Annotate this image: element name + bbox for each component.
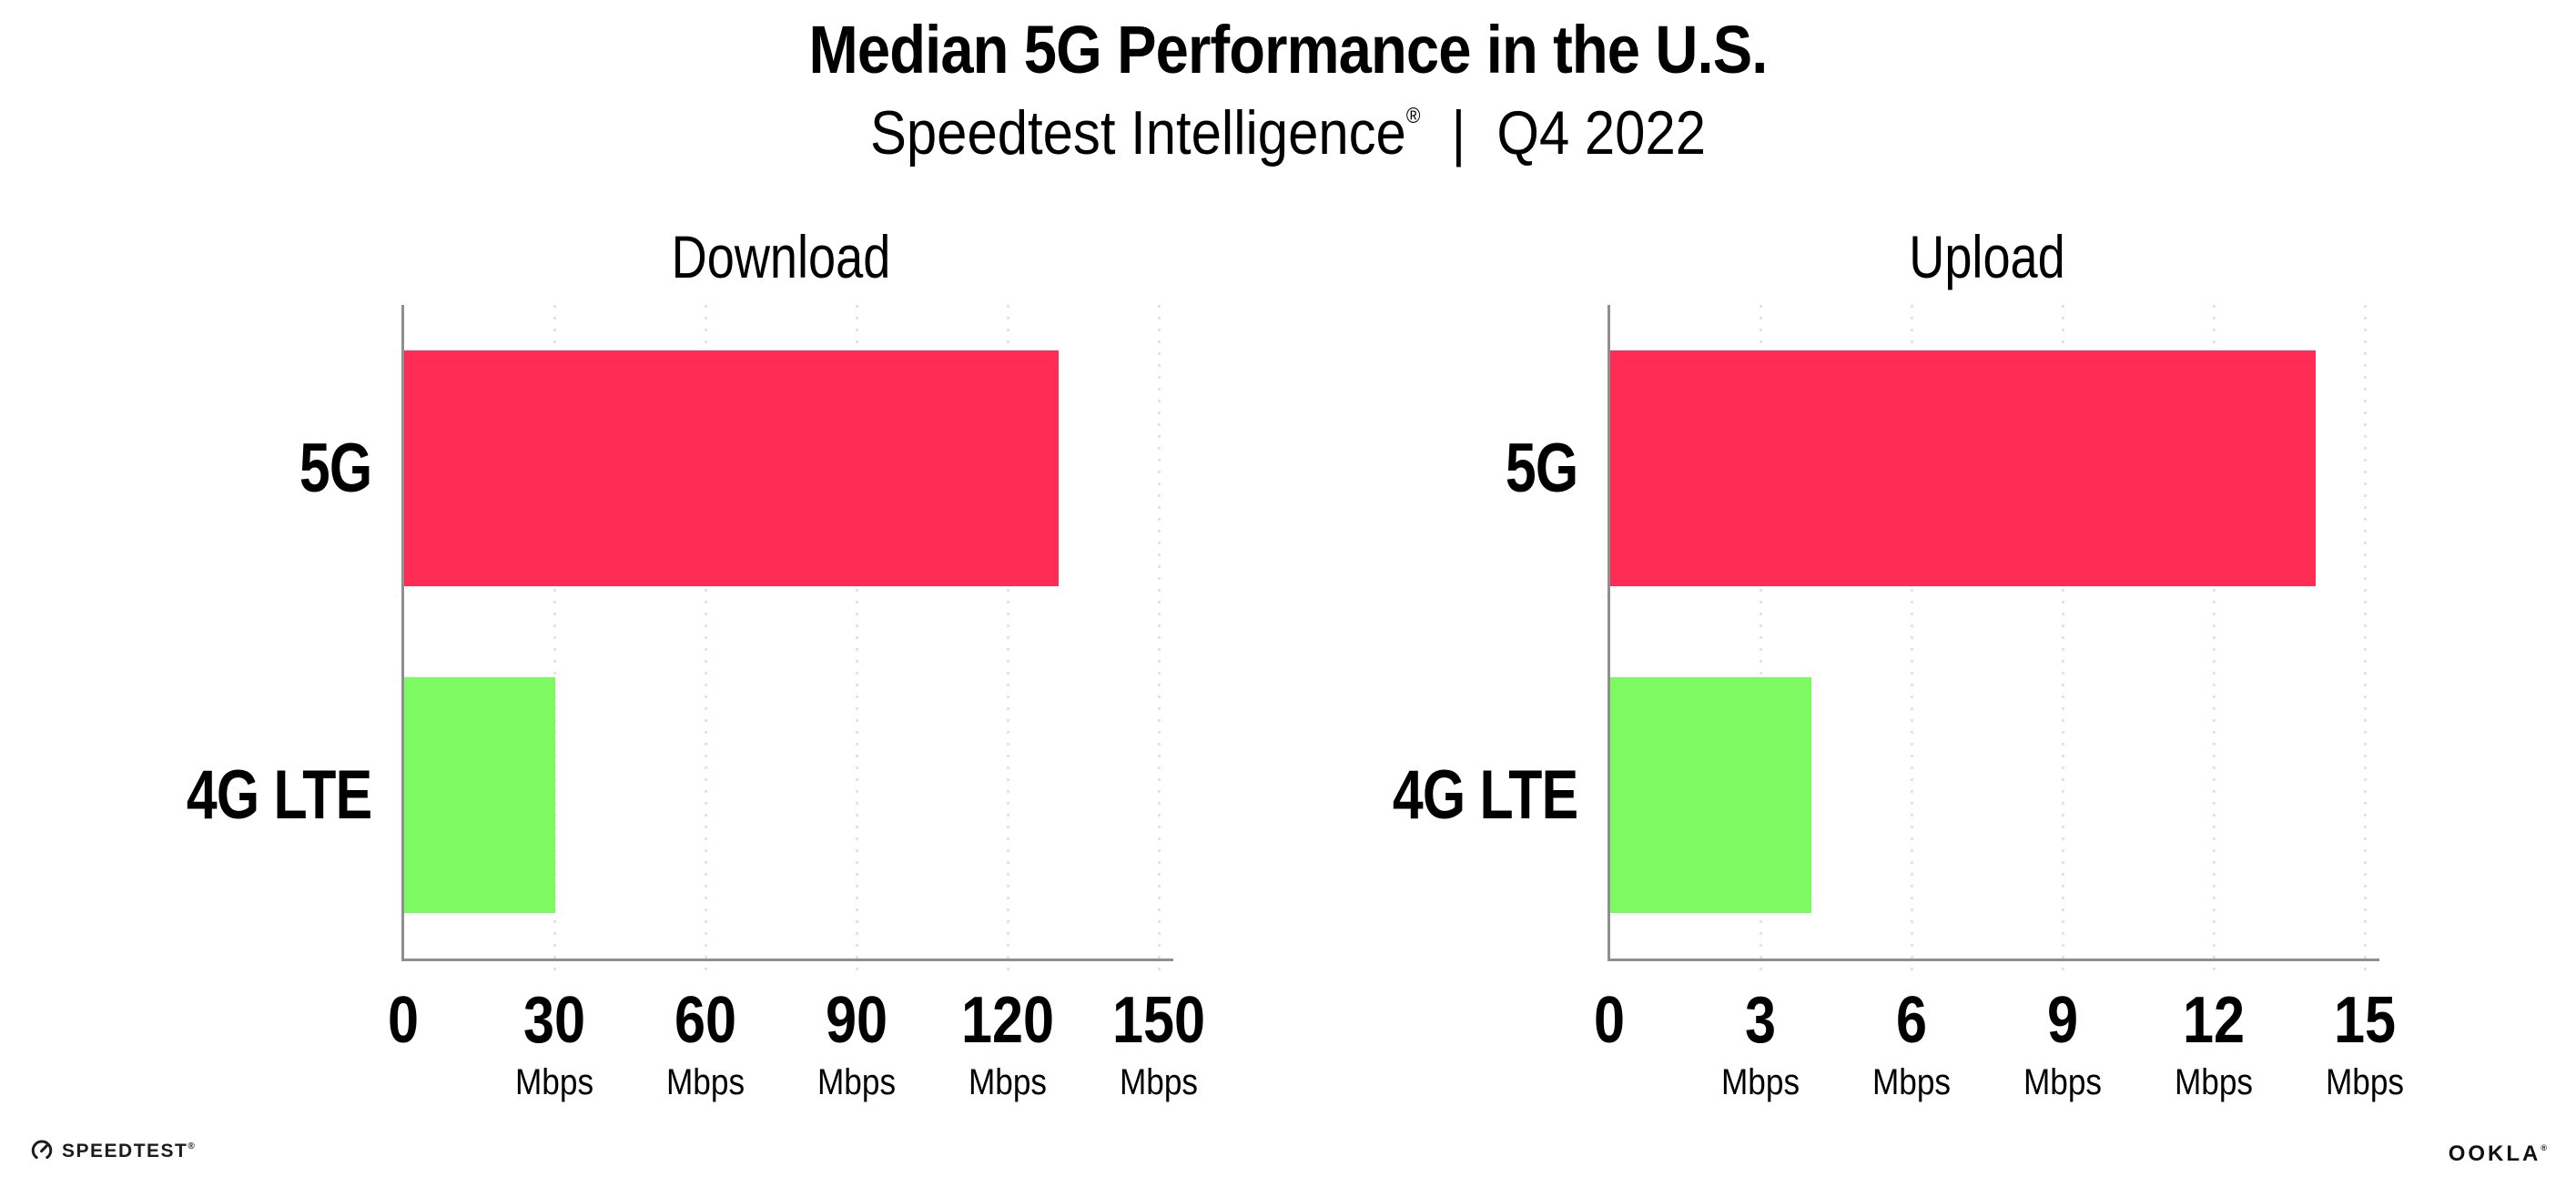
axis-tick-label: 15 Mbps — [2320, 988, 2409, 1101]
gridline — [1911, 305, 1913, 970]
subtitle-period: Q4 2022 — [1496, 98, 1707, 167]
page-subtitle: Speedtest Intelligence® | Q4 2022 — [155, 102, 2421, 164]
speedtest-gauge-icon — [31, 1140, 53, 1160]
ookla-registered-mark: ® — [2541, 1143, 2547, 1152]
tick-value: 0 — [1593, 984, 1626, 1057]
axis-tick-label: 0 — [1591, 988, 1628, 1053]
tick-unit: Mbps — [816, 1062, 897, 1102]
gridline — [1007, 305, 1009, 970]
chart-title: Upload — [1909, 223, 2065, 290]
tick-value: 9 — [2046, 984, 2079, 1057]
x-axis-tick-labels: 0 3 Mbps 6 Mbps 9 Mbps 12 Mbps 15 Mbps — [1594, 959, 2404, 1101]
tick-value: 15 — [2333, 984, 2397, 1057]
axis-tick-label: 60 Mbps — [661, 988, 750, 1101]
category-label: 4G LTE — [1392, 756, 1577, 834]
tick-unit: Mbps — [1871, 1062, 1952, 1102]
registered-mark: ® — [1405, 104, 1421, 128]
subtitle-brand: Speedtest Intelligence — [869, 98, 1406, 167]
axis-tick-label: 150 Mbps — [1104, 988, 1213, 1101]
tick-unit: Mbps — [2174, 1062, 2254, 1102]
tick-value: 3 — [1744, 984, 1777, 1057]
speedtest-wordmark: SPEEDTEST® — [62, 1140, 195, 1161]
gridline — [2062, 305, 2064, 970]
tick-unit: Mbps — [1720, 1062, 1800, 1102]
axis-tick-label: 30 Mbps — [510, 988, 599, 1101]
axis-tick-label: 0 — [385, 988, 421, 1053]
category-label: 5G — [1505, 430, 1577, 507]
tick-unit: Mbps — [2023, 1062, 2103, 1102]
gridline — [1158, 305, 1161, 970]
gridline — [705, 305, 707, 970]
gridline — [553, 305, 556, 970]
gridline — [1760, 305, 1762, 970]
upload-chart: Upload 5G 4G LTE 0 3 Mbps 6 Mbps 9 Mbps 12 Mbps 15 Mb… — [1392, 227, 2404, 1101]
axis-tick-label: 3 Mbps — [1716, 988, 1805, 1101]
tick-value: 30 — [522, 984, 586, 1057]
bar-4g-lte — [404, 677, 555, 913]
download-chart: Download 5G 4G LTE 0 30 Mbps 60 Mbps 90 Mbps 120 Mb… — [186, 227, 1205, 1101]
tick-value: 60 — [674, 984, 737, 1057]
tick-value: 12 — [2182, 984, 2246, 1057]
bar-5g — [404, 350, 1060, 586]
subtitle-separator: | — [1451, 98, 1466, 167]
page-title: Median 5G Performance in the U.S. — [808, 12, 1769, 87]
y-axis-line — [401, 305, 404, 961]
gridline — [856, 305, 858, 970]
x-axis-line — [401, 959, 1173, 961]
axis-tick-label: 6 Mbps — [1867, 988, 1956, 1101]
tick-value: 150 — [1111, 984, 1206, 1057]
ookla-logo: OOKLA® — [2449, 1143, 2547, 1165]
tick-value: 6 — [1895, 984, 1928, 1057]
gridline — [2213, 305, 2216, 970]
tick-unit: Mbps — [1119, 1062, 1199, 1102]
axis-tick-label: 12 Mbps — [2169, 988, 2258, 1101]
tick-value: 120 — [960, 984, 1055, 1057]
speedtest-logo: SPEEDTEST® — [30, 1139, 195, 1162]
tick-unit: Mbps — [665, 1062, 745, 1102]
tick-unit: Mbps — [968, 1062, 1048, 1102]
y-axis-line — [1607, 305, 1610, 961]
tick-value: 90 — [825, 984, 888, 1057]
ookla-wordmark: OOKLA — [2448, 1141, 2541, 1166]
bar-4g-lte — [1610, 677, 1812, 913]
category-label: 4G LTE — [186, 756, 371, 834]
tick-unit: Mbps — [2325, 1062, 2405, 1102]
gridline — [2364, 305, 2367, 970]
chart-title: Download — [671, 223, 891, 290]
tick-unit: Mbps — [514, 1062, 594, 1102]
category-label: 5G — [299, 430, 371, 507]
axis-tick-label: 9 Mbps — [2018, 988, 2107, 1101]
x-axis-line — [1607, 959, 2379, 961]
tick-value: 0 — [387, 984, 420, 1057]
axis-tick-label: 90 Mbps — [812, 988, 901, 1101]
axis-tick-label: 120 Mbps — [953, 988, 1062, 1101]
bar-5g — [1610, 350, 2316, 586]
x-axis-tick-labels: 0 30 Mbps 60 Mbps 90 Mbps 120 Mbps 150 Mbps — [388, 959, 1205, 1101]
